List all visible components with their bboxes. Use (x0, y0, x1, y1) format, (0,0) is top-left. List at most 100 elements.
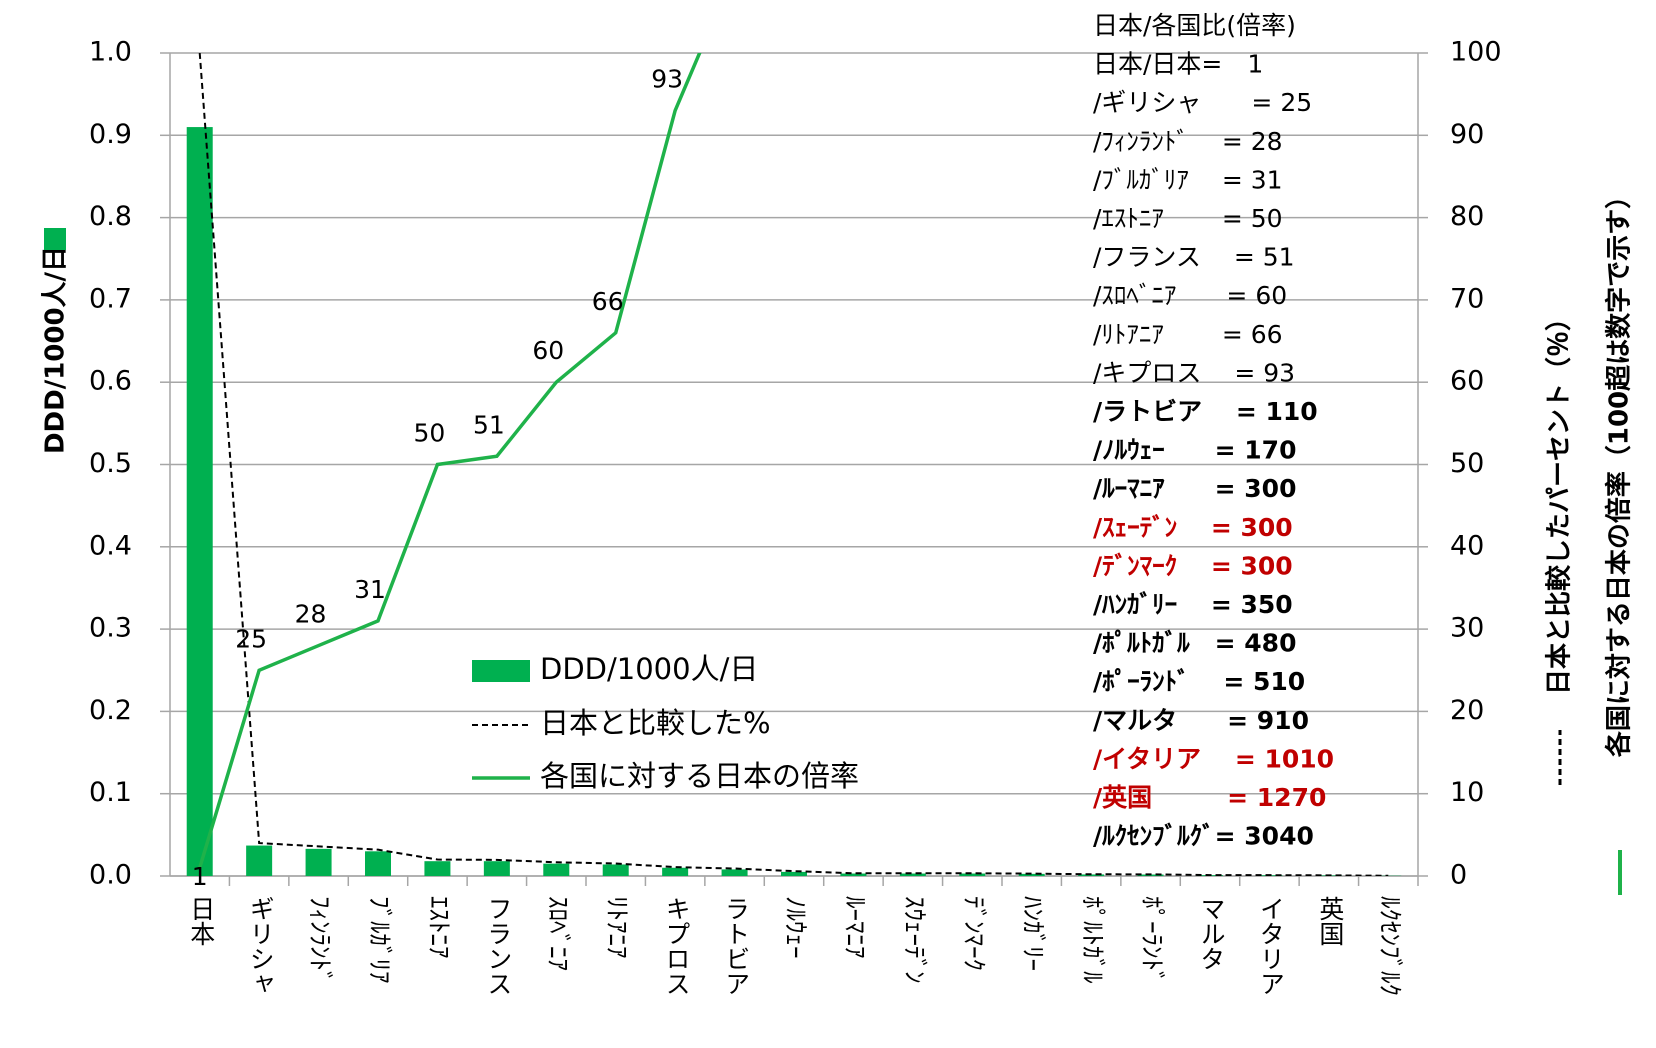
y2-axis-title: 各国に対する日本の倍率（100超は数字で示す） (1604, 183, 1635, 758)
lines (198, 53, 1389, 876)
data-label: 93 (651, 65, 683, 94)
bar (424, 861, 451, 876)
legend-label: 日本と比較した% (540, 706, 771, 740)
bar (246, 845, 273, 876)
data-label: 28 (295, 600, 327, 629)
data-label: 60 (532, 336, 564, 365)
annotation: /ｽｪｰﾃﾞﾝ = 300 (1093, 513, 1293, 542)
annotation: /イタリア = 1010 (1093, 744, 1334, 773)
annotation: /ギリシャ = 25 (1093, 88, 1312, 117)
annotation: /マルタ = 910 (1093, 706, 1309, 735)
y2-tick-label: 100 (1450, 37, 1502, 68)
y-tick-label: 0.3 (89, 613, 132, 644)
x-tick-label: ギリシャ (246, 896, 275, 996)
y-tick-label: 0.5 (89, 448, 132, 479)
annotation: /ラトビア = 110 (1093, 397, 1318, 426)
y2-tick-label: 40 (1450, 530, 1484, 561)
x-tick-label: ﾃﾞﾝﾏｰｸ (959, 896, 988, 971)
data-label: 50 (414, 419, 446, 448)
annotation: /ﾎﾟｰﾗﾝﾄﾞ = 510 (1093, 667, 1305, 696)
y-tick-label: 0.4 (89, 530, 132, 561)
y2-tick-label: 50 (1450, 448, 1484, 479)
annotation: /ｴｽﾄﾆｱ = 50 (1093, 204, 1283, 233)
x-tick-label: イタリア (1256, 896, 1285, 996)
bar (543, 863, 570, 876)
y-tick-label: 0.1 (89, 777, 132, 808)
y-tick-label: 0.6 (89, 366, 132, 397)
data-label: 1 (192, 862, 208, 891)
x-tick-label: ｽﾛﾍﾞﾆｱ (543, 896, 572, 971)
bar (365, 851, 391, 876)
data-label: 66 (592, 287, 624, 316)
annotation: 日本/日本= 1 (1093, 50, 1263, 79)
data-label: 51 (473, 410, 505, 439)
x-tick-label: ﾙｸｾﾝﾌﾞﾙｸ (1375, 896, 1404, 996)
bar (1018, 873, 1045, 876)
x-tick-label: ｴｽﾄﾆｱ (424, 896, 453, 959)
bar (781, 871, 807, 876)
annotation: /ｽﾛﾍﾞﾆｱ = 60 (1093, 281, 1287, 310)
y2-tick-label: 70 (1450, 283, 1484, 314)
annotation: /英国 = 1270 (1093, 783, 1326, 812)
bar (483, 861, 510, 876)
annotation: /ﾉﾙｳｪｰ = 170 (1093, 436, 1296, 465)
annotation: /ﾌﾞﾙｶﾞﾘｱ = 31 (1093, 165, 1283, 194)
annotation: /ﾘﾄｱﾆｱ = 66 (1093, 320, 1283, 349)
y-axis-title: DDD/1000人/日 (41, 246, 71, 454)
y2-tick-label: 0 (1450, 860, 1467, 891)
y2-tick-label: 20 (1450, 695, 1484, 726)
annotation: /ﾊﾝｶﾞﾘｰ = 350 (1093, 590, 1293, 619)
legend-label: DDD/1000人/日 (540, 652, 758, 686)
bar (721, 869, 748, 876)
x-tick-label: ﾌｨﾝﾗﾝﾄﾞ (306, 896, 335, 984)
annotation-title: 日本/各国比(倍率) (1093, 11, 1296, 40)
y2-tick-label: 90 (1450, 119, 1484, 150)
x-tick-label: 英国 (1316, 896, 1345, 946)
legend-label: 各国に対する日本の倍率 (540, 759, 859, 793)
x-tick-label: ﾊﾝｶﾞﾘｰ (1019, 896, 1048, 971)
x-tick-label: キプロス (662, 896, 691, 996)
data-label: 25 (235, 624, 267, 653)
y-tick-label: 0.9 (89, 119, 132, 150)
x-tick-label: フランス (484, 896, 513, 996)
y2-tick-label: 10 (1450, 777, 1484, 808)
x-tick-label: マルタ (1197, 896, 1226, 971)
x-tick-label: ﾌﾞﾙｶﾞﾘｱ (365, 896, 394, 984)
annotation: /ﾃﾞﾝﾏｰｸ = 300 (1093, 551, 1293, 580)
annotation: /ﾙｸｾﾝﾌﾞﾙｸﾞ= 3040 (1093, 822, 1314, 851)
y-tick-label: 0.7 (89, 283, 132, 314)
bar (662, 867, 689, 876)
y-axis-title-swatch (44, 228, 66, 250)
annotation: /ﾎﾟﾙﾄｶﾞﾙ = 480 (1093, 629, 1296, 658)
y2-axis-title: 日本と比較したパーセント（％） (1544, 305, 1575, 695)
data-label: 31 (354, 575, 386, 604)
x-tick-label: ラトビア (722, 896, 751, 996)
x-tick-label: ﾙｰﾏﾆｱ (840, 896, 869, 959)
y2-tick-label: 60 (1450, 366, 1484, 397)
bar (602, 864, 629, 876)
annotation: /ﾙｰﾏﾆｱ = 300 (1093, 474, 1296, 503)
bar (959, 873, 986, 876)
y-tick-label: 1.0 (89, 37, 132, 68)
x-tick-label: ｽｳｪｰﾃﾞﾝ (900, 896, 929, 984)
bar (899, 873, 926, 876)
grid: 0.0 0.1 0.2 0.3 0.4 0.5 0.6 0.7 0.8 0.9 1.0 0 10 20 30… (89, 37, 1502, 997)
y2-tick-label: 80 (1450, 201, 1484, 232)
x-tick-label: 日本 (187, 896, 216, 946)
x-tick-label: ﾘﾄｱﾆｱ (603, 896, 632, 959)
y-tick-label: 0.8 (89, 201, 132, 232)
annotation: /ﾌｨﾝﾗﾝﾄﾞ = 28 (1093, 127, 1283, 156)
y2-tick-label: 30 (1450, 613, 1484, 644)
bar (840, 873, 867, 876)
y-tick-label: 0.2 (89, 695, 132, 726)
legend-swatch (472, 660, 530, 682)
bar (186, 127, 213, 876)
annotation: /キプロス = 93 (1093, 358, 1295, 387)
dashed-line (198, 53, 1389, 876)
x-tick-label: ﾉﾙｳｪｰ (781, 896, 810, 959)
x-tick-label: ﾎﾟｰﾗﾝﾄﾞ (1138, 896, 1167, 984)
annotation: /フランス = 51 (1093, 243, 1295, 272)
line (198, 53, 702, 869)
